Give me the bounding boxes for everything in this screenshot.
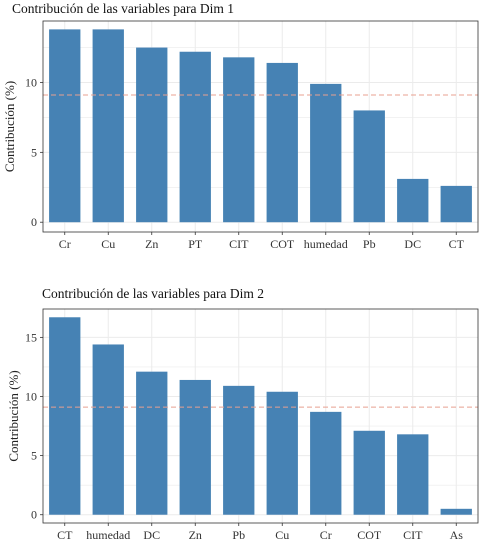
bar-cu: [266, 391, 298, 515]
bar-ct: [440, 185, 472, 223]
bar-pt: [179, 51, 211, 223]
x-tick-label: Cr: [59, 237, 71, 251]
x-tick-label: Zn: [189, 528, 202, 542]
bar-dc: [397, 178, 429, 223]
x-tick-label: CIT: [229, 237, 249, 251]
bar-humedad: [310, 83, 342, 223]
y-tick-label: 5: [31, 145, 37, 159]
x-tick-label: CIT: [403, 528, 423, 542]
bar-cr: [49, 29, 81, 223]
bar-cit: [223, 57, 255, 223]
y-tick-label: 10: [25, 75, 37, 89]
chart-2-title: Contribución de las variables para Dim 2: [42, 286, 264, 301]
chart-1-title: Contribución de las variables para Dim 1: [12, 1, 234, 16]
bar-cr: [310, 411, 342, 515]
x-tick-label: Zn: [145, 237, 158, 251]
bar-cot: [353, 430, 385, 515]
bar-zn: [179, 379, 211, 515]
panel-border: [42, 308, 479, 524]
x-tick-label: Cr: [320, 528, 332, 542]
bar-cit: [397, 434, 429, 515]
x-tick-label: CT: [57, 528, 73, 542]
x-tick-label: PT: [188, 237, 203, 251]
chart-2: 0 5 10 15 CT humedad DC Zn Pb Cu Cr COT CIT As Contrib…: [6, 308, 479, 542]
chart-1: 0 5 10 Cr Cu Zn PT CIT COT humedad Pb DC CT Contribuc…: [2, 20, 479, 251]
y-tick-label: 0: [31, 508, 37, 522]
y-tick-label: 0: [31, 215, 37, 229]
x-tick-label: COT: [357, 528, 382, 542]
x-tick-label: COT: [270, 237, 295, 251]
bar-zn: [136, 47, 168, 223]
y-tick-label: 10: [25, 389, 37, 403]
x-tick-label: CT: [449, 237, 465, 251]
bar-pb: [223, 385, 255, 515]
x-tick-label: Pb: [232, 528, 245, 542]
x-tick-label: DC: [404, 237, 421, 251]
y-tick-label: 15: [25, 330, 37, 344]
x-tick-label: Cu: [275, 528, 289, 542]
x-tick-label: humedad: [304, 237, 348, 251]
bar-pb: [353, 110, 385, 223]
bar-dc: [136, 371, 168, 515]
bar-ct: [49, 317, 81, 515]
bar-cot: [266, 62, 298, 223]
y-tick-label: 5: [31, 449, 37, 463]
x-tick-label: humedad: [86, 528, 130, 542]
bar-humedad: [92, 344, 124, 515]
y-axis-title: Contribución (%): [6, 370, 21, 461]
x-tick-label: Cu: [101, 237, 115, 251]
x-tick-label: Pb: [363, 237, 376, 251]
y-axis-title: Contribución (%): [2, 81, 17, 172]
x-tick-label: DC: [143, 528, 160, 542]
x-tick-label: As: [450, 528, 464, 542]
bar-as: [440, 508, 472, 515]
bar-cu: [92, 29, 124, 223]
panel-border: [42, 20, 479, 233]
